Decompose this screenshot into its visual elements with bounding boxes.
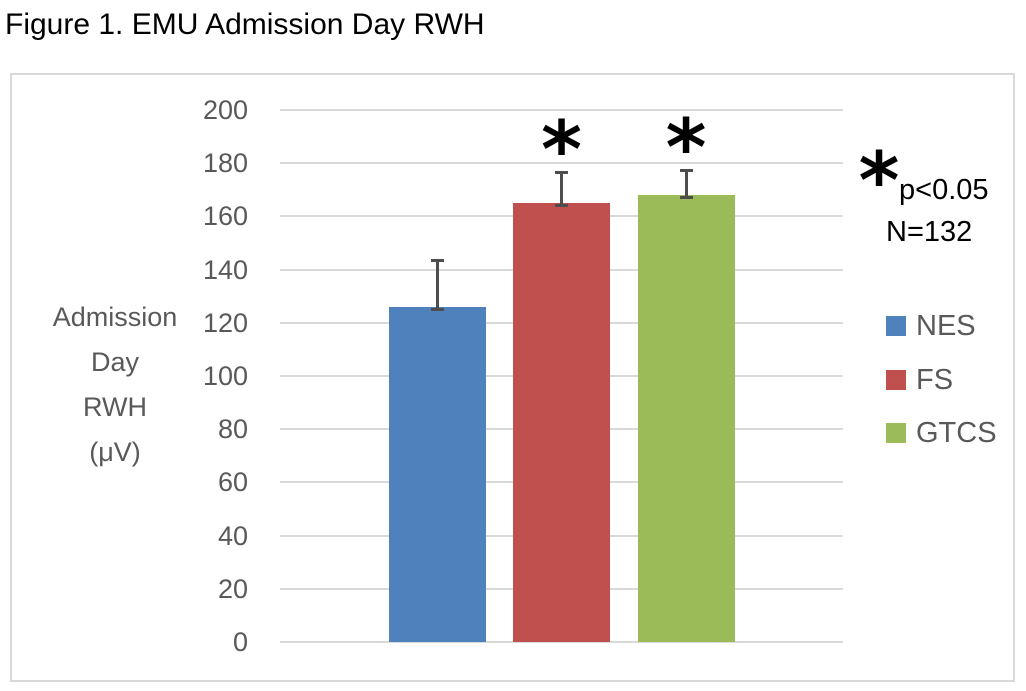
error-bar-cap-nes — [430, 307, 444, 311]
y-tick-label-0: 0 — [232, 627, 248, 657]
legend-swatch-icon — [886, 369, 906, 390]
legend-label: NES — [916, 310, 976, 342]
bar-nes — [388, 306, 486, 642]
error-bar-cap-nes — [430, 258, 444, 262]
y-tick-label-80: 80 — [217, 414, 248, 445]
error-bar-stem-fs — [560, 171, 563, 207]
y-tick-label-120: 120 — [202, 307, 248, 338]
legend-item-gtcs: GTCS — [886, 418, 997, 448]
error-bar-cap-fs — [555, 171, 568, 175]
gridline-y-200 — [280, 109, 843, 111]
error-bar-cap-gtcs — [679, 168, 693, 172]
legend-label: FS — [916, 363, 954, 396]
y-axis-title-line: Admission — [52, 302, 178, 332]
legend-item-fs: FS — [886, 365, 953, 395]
error-bar-stem-nes — [435, 258, 439, 310]
error-bar-cap-fs — [555, 204, 568, 208]
significance-asterisk-gtcs: * — [665, 103, 707, 194]
bar-fs — [513, 203, 610, 642]
chart-frame — [10, 73, 1015, 682]
significance-asterisk-fs: * — [541, 106, 582, 197]
y-tick-label-160: 160 — [202, 201, 248, 232]
p-value-note: p<0.05 — [899, 174, 989, 206]
bar-gtcs — [637, 195, 735, 642]
y-axis-title: Admission Day RWH (μV) — [25, 295, 205, 475]
y-tick-label-100: 100 — [202, 361, 248, 391]
y-axis-title-line: Day — [90, 347, 139, 377]
y-axis-title-line: (μV) — [89, 437, 141, 467]
y-tick-label-200: 200 — [202, 95, 248, 125]
gridline-y-0 — [280, 641, 843, 643]
y-tick-label-40: 40 — [217, 520, 248, 551]
y-tick-label-180: 180 — [202, 148, 248, 179]
y-tick-label-60: 60 — [217, 467, 248, 498]
significance-asterisk-legend-icon: * — [858, 137, 900, 227]
legend-swatch-icon — [886, 423, 906, 443]
legend-item-nes: NES — [886, 311, 976, 341]
gridline-y-180 — [280, 162, 843, 165]
legend-label: GTCS — [916, 417, 997, 449]
figure-caption: Figure 1. EMU Admission Day RWH — [5, 8, 485, 41]
legend-swatch-icon — [886, 316, 906, 336]
y-tick-label-140: 140 — [202, 254, 248, 285]
y-tick-label-20: 20 — [217, 573, 248, 604]
error-bar-cap-gtcs — [679, 196, 693, 200]
error-bar-stem-gtcs — [684, 168, 688, 199]
y-axis-title-line: RWH — [83, 392, 147, 422]
sample-size-note: N=132 — [886, 216, 973, 248]
